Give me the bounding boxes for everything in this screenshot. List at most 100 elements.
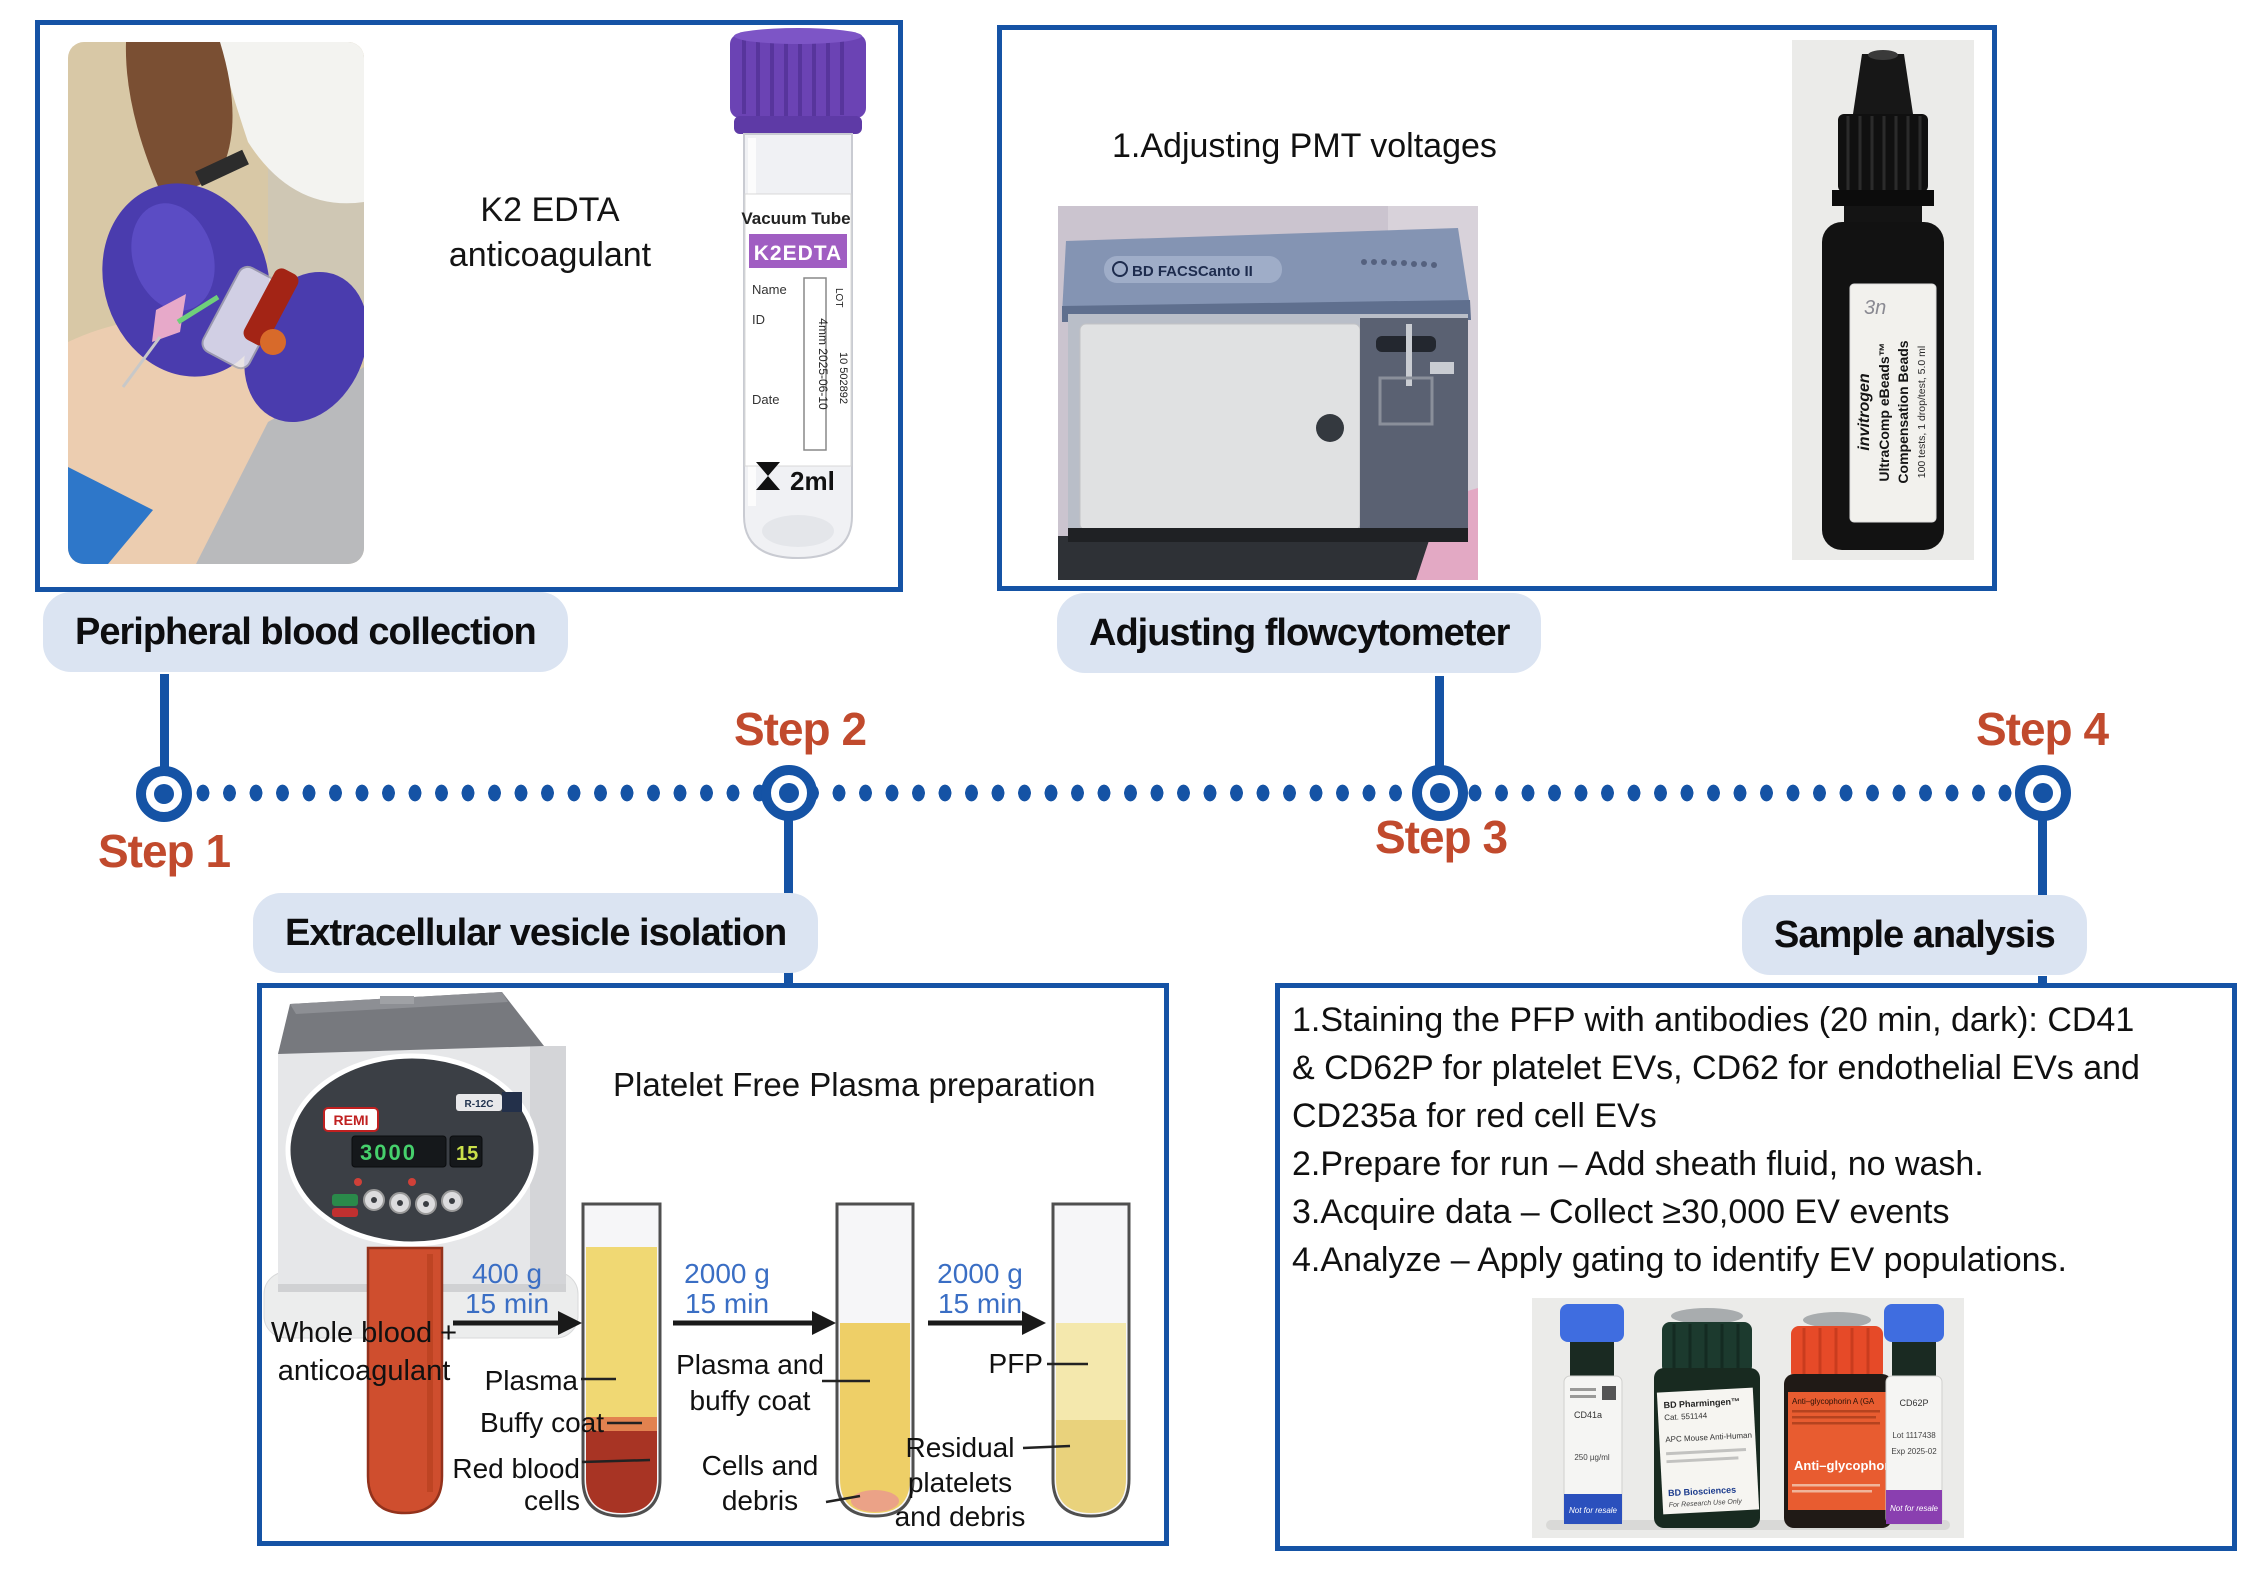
blood-draw-photo xyxy=(68,42,364,564)
vial2-company: BD Biosciences xyxy=(1668,1485,1736,1499)
tube-side-text: 4mm 2025-06-10 xyxy=(816,318,830,410)
analysis-line: 1.Staining the PFP with antibodies (20 m… xyxy=(1292,1001,2135,1039)
chair-armrest xyxy=(196,367,364,564)
label-2000g-b-time: 15 min xyxy=(938,1288,1022,1319)
tube-label-header: Vacuum Tube xyxy=(741,209,850,228)
step-4-label: Step 4 xyxy=(1975,703,2109,755)
vial1-note: Not for resale xyxy=(1569,1506,1618,1515)
phlebotomist-arm xyxy=(125,42,233,200)
antibody-vials-photo: CD41a 250 µg/ml Not for resale BD Pharmi… xyxy=(1532,1298,1964,1538)
timeline-node-1-dot xyxy=(154,784,174,804)
flow-cytometer-photo: BD FACSCanto II xyxy=(1058,206,1478,580)
vial-cd41a: CD41a 250 µg/ml Not for resale xyxy=(1560,1304,1624,1525)
vial2-brand: BD Pharmingen™ xyxy=(1663,1396,1740,1410)
centrifuge-brand: REMI xyxy=(334,1112,369,1128)
centrifuge-display-rpm: 3000 xyxy=(360,1140,417,1165)
vial3-title: Anti–glycophorin A (GA xyxy=(1792,1397,1875,1406)
step-3-label: Step 3 xyxy=(1374,811,1508,863)
analysis-line: 2.Prepare for run – Add sheath fluid, no… xyxy=(1292,1145,1984,1183)
vial-bd-pharmingen: BD Pharmingen™ Cat. 551144 APC Mouse Ant… xyxy=(1654,1308,1760,1528)
vial2-cat: Cat. 551144 xyxy=(1664,1411,1708,1422)
label-rbc-2: cells xyxy=(524,1485,580,1516)
analysis-line: CD235a for red cell EVs xyxy=(1292,1097,1657,1135)
label-2000g-a-time: 15 min xyxy=(685,1288,769,1319)
vial-anti-glycophorin: Anti–glycophorin A (GA Anti–glycophor xyxy=(1784,1312,1892,1528)
tube-label-band: K2EDTA xyxy=(754,242,842,265)
tube-whole-blood xyxy=(366,1246,444,1515)
vial-cd62p: CD62P Lot 1117438 Exp 2025-02 Not for re… xyxy=(1884,1304,1944,1525)
timeline-node-4-dot xyxy=(2033,783,2053,803)
connector-pill1-node1 xyxy=(160,674,169,796)
label-cells-debris-2: debris xyxy=(722,1485,798,1516)
pill-adjusting-flowcytometer: Adjusting flowcytometer xyxy=(1057,593,1542,673)
machine-brand-label: BD FACSCanto II xyxy=(1132,263,1253,280)
connector-pill4-box4 xyxy=(2038,976,2047,985)
connector-pill3-node3 xyxy=(1435,676,1444,795)
hourglass-icon xyxy=(756,462,780,490)
pfp-caption: Platelet Free Plasma preparation xyxy=(613,1066,1096,1103)
timeline-node-4 xyxy=(2015,765,2071,821)
analysis-line: 3.Acquire data – Collect ≥30,000 EV even… xyxy=(1292,1193,1950,1231)
label-pfp: PFP xyxy=(989,1348,1043,1379)
pill-peripheral-blood-collection: Peripheral blood collection xyxy=(43,592,568,672)
pill-sample-analysis: Sample analysis xyxy=(1742,895,2087,975)
label-plasma: Plasma xyxy=(485,1365,579,1396)
centrifuge-display-min: 15 xyxy=(456,1143,478,1165)
pill-ev-isolation: Extracellular vesicle isolation xyxy=(253,893,819,973)
pfp-diagram: Whole blood + anticoagulant 400 g 15 min… xyxy=(270,1192,1162,1542)
k2edta-caption-line1: K2 EDTA xyxy=(480,191,620,229)
tube-lot: LOT xyxy=(833,288,844,307)
label-cells-debris-1: Cells and xyxy=(702,1450,819,1481)
analysis-line: 4.Analyze – Apply gating to identify EV … xyxy=(1292,1241,2067,1279)
analysis-line: & CD62P for platelet EVs, CD62 for endot… xyxy=(1292,1049,2140,1087)
label-2000g-b: 2000 g xyxy=(937,1258,1023,1289)
label-residual-1: Residual xyxy=(906,1432,1015,1463)
timeline-node-1 xyxy=(136,766,192,822)
timeline-dotted-line xyxy=(190,784,2020,802)
bottle-brand: invitrogen xyxy=(1856,373,1873,451)
butterfly-needle xyxy=(152,294,186,342)
door-knob xyxy=(1316,414,1344,442)
label-buffy-coat: Buffy coat xyxy=(480,1407,604,1438)
tube-field-date: Date xyxy=(752,392,779,407)
sample-analysis-steps: 1.Staining the PFP with antibodies (20 m… xyxy=(1292,996,2140,1284)
k2edta-caption: K2 EDTA anticoagulant xyxy=(449,188,651,278)
label-400g: 400 g xyxy=(472,1258,542,1289)
centrifuge-model: R-12C xyxy=(465,1099,494,1110)
connector-node4-pill4 xyxy=(2038,793,2047,899)
centrifuge-photo: REMI R-12C 3000 15 xyxy=(262,988,580,1342)
label-400g-time: 15 min xyxy=(465,1288,549,1319)
vial4-lot: Lot 1117438 xyxy=(1892,1431,1936,1440)
vial2-ruo: For Research Use Only xyxy=(1669,1498,1743,1509)
timeline-node-2-dot xyxy=(779,783,799,803)
white-sleeve xyxy=(218,42,364,204)
label-whole-blood-2: anticoagulant xyxy=(278,1355,451,1387)
label-residual-2: platelets xyxy=(908,1467,1012,1498)
tube-serial: 10 502892 xyxy=(837,352,849,404)
label-rbc-1: Red blood xyxy=(452,1453,580,1484)
bottle-line1: UltraComp eBeads™ xyxy=(1876,342,1892,481)
label-plasma-buffy-2: buffy coat xyxy=(690,1385,811,1416)
label-2000g-a: 2000 g xyxy=(684,1258,770,1289)
timeline-node-3-dot xyxy=(1430,783,1450,803)
bottle-handwriting: 3n xyxy=(1864,297,1886,319)
blood-tube xyxy=(243,268,299,346)
vial3-big-label: Anti–glycophor xyxy=(1794,1458,1889,1473)
tube-volume: 2ml xyxy=(790,466,835,496)
vial1-name: CD41a xyxy=(1574,1410,1602,1420)
vial4-name: CD62P xyxy=(1899,1398,1928,1408)
vial4-note: Not for resale xyxy=(1890,1504,1939,1513)
bottle-line3: 100 tests, 1 drop/test, 5.0 ml xyxy=(1916,346,1928,479)
label-residual-3: and debris xyxy=(895,1501,1026,1532)
tube-field-id: ID xyxy=(752,312,765,327)
machine-side-panel xyxy=(1360,318,1468,540)
ebeads-bottle-photo: 3n invitrogen UltraComp eBeads™ Compensa… xyxy=(1792,40,1974,560)
timeline-node-3 xyxy=(1412,765,1468,821)
label-whole-blood-1: Whole blood + xyxy=(271,1317,457,1349)
vial4-exp: Exp 2025-02 xyxy=(1891,1447,1937,1456)
bottle-line2: Compensation Beads xyxy=(1895,340,1911,483)
connector-box1-pill1 xyxy=(96,587,105,596)
vial1-conc: 250 µg/ml xyxy=(1574,1453,1610,1462)
vacuum-tube-photo: Vacuum Tube K2EDTA Name ID Date 4mm 2025… xyxy=(700,26,896,564)
